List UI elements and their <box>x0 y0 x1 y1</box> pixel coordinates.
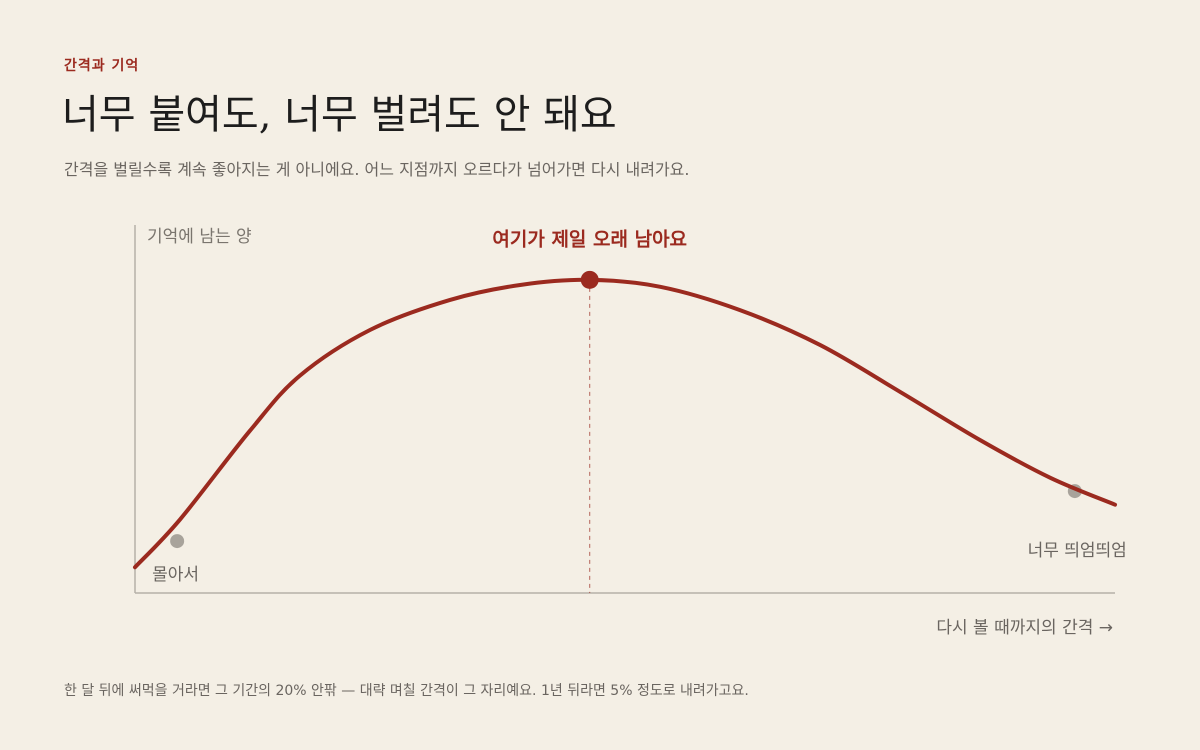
y-axis-label: 기억에 남는 양 <box>147 227 252 247</box>
subtitle: 간격을 벌릴수록 계속 좋아지는 게 아니에요. 어느 지점까지 오르다가 넘어… <box>64 160 690 179</box>
footnote: 한 달 뒤에 써먹을 거라면 그 기간의 20% 안팎 — 대략 며칠 간격이 … <box>64 683 749 699</box>
kicker: 간격과 기억 <box>64 58 140 74</box>
title: 너무 붙여도, 너무 벌려도 안 돼요 <box>62 92 617 138</box>
marker-label: 너무 띄엄띄엄 <box>1028 541 1127 561</box>
marker-label: 몰아서 <box>152 565 199 585</box>
marker-point <box>170 534 185 549</box>
x-axis-label: 다시 볼 때까지의 간격 → <box>936 618 1113 638</box>
peak-point <box>580 270 599 289</box>
curve <box>133 277 1117 570</box>
peak-label: 여기가 제일 오래 남아요 <box>492 228 687 250</box>
